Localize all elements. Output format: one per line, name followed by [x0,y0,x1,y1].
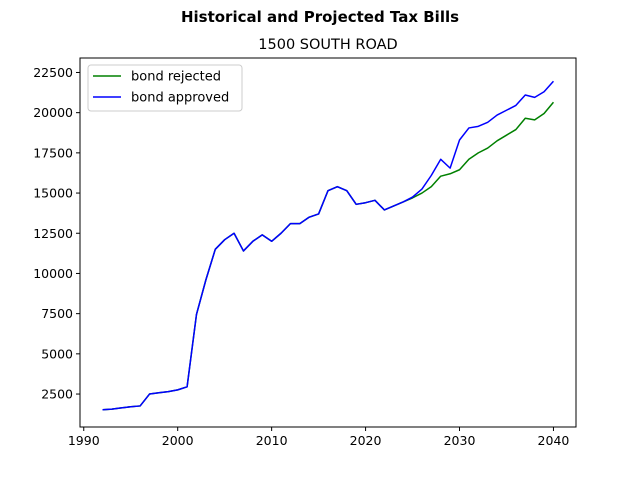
plot-frame [79,57,577,428]
x-tick-label: 2030 [444,433,476,448]
legend-label-1: bond approved [131,91,229,106]
y-tick-label: 2500 [41,387,73,402]
y-tick-label: 12500 [33,226,73,241]
y-tick-label: 10000 [33,266,73,281]
plot-area [102,80,555,411]
y-tick-label: 20000 [33,105,73,120]
series-line-0 [102,101,555,411]
legend: bond rejected bond approved [87,64,243,112]
chart-suptitle: Historical and Projected Tax Bills [181,8,459,26]
chart-title: 1500 SOUTH ROAD [258,37,397,53]
x-tick-label: 2040 [538,433,570,448]
y-tick-label: 15000 [33,186,73,201]
y-tick-label: 17500 [33,145,73,160]
x-tick-label: 2020 [350,433,382,448]
axes: 1990 2000 2010 2020 2030 2040 2500 5000 7500 1000… [33,65,569,448]
legend-label-0: bond rejected [131,70,221,85]
y-tick-label: 7500 [41,306,73,321]
x-tick-label: 2000 [162,433,194,448]
series-line-1 [102,80,555,411]
legend-box [87,64,243,112]
y-tick-label: 5000 [41,346,73,361]
x-tick-label: 1990 [68,433,100,448]
y-tick-label: 22500 [33,65,73,80]
x-tick-label: 2010 [256,433,288,448]
